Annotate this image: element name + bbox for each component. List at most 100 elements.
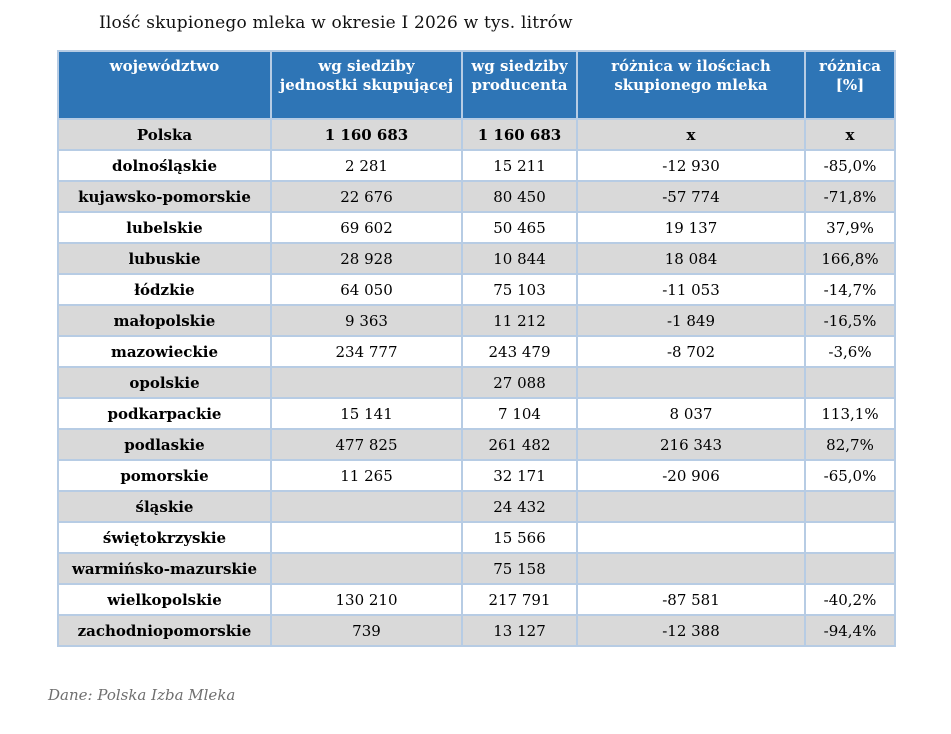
cell-by-purchaser: 22 676	[270, 180, 463, 213]
cell-by-purchaser: 739	[270, 614, 463, 647]
cell-difference	[576, 366, 806, 399]
cell-by-producer: 75 103	[461, 273, 578, 306]
cell-region: Polska	[57, 118, 272, 151]
table-row: małopolskie 9 363 11 212 -1 849 -16,5%	[57, 304, 896, 337]
cell-by-purchaser: 2 281	[270, 149, 463, 182]
cell-difference-pct: -3,6%	[804, 335, 896, 368]
table-row: lubelskie 69 602 50 465 19 137 37,9%	[57, 211, 896, 244]
cell-by-purchaser: 15 141	[270, 397, 463, 430]
cell-region: warmińsko-mazurskie	[57, 552, 272, 585]
col-header-by-purchaser-line2: jednostki skupującej	[279, 75, 454, 94]
cell-by-purchaser	[270, 521, 463, 554]
cell-difference-pct: 166,8%	[804, 242, 896, 275]
table-row: kujawsko-pomorskie 22 676 80 450 -57 774…	[57, 180, 896, 213]
cell-difference: -87 581	[576, 583, 806, 616]
cell-difference	[576, 521, 806, 554]
cell-by-producer: 15 211	[461, 149, 578, 182]
table-row: łódzkie 64 050 75 103 -11 053 -14,7%	[57, 273, 896, 306]
cell-region: opolskie	[57, 366, 272, 399]
milk-purchase-table: województwo wg siedziby jednostki skupuj…	[57, 50, 896, 647]
cell-by-producer: 11 212	[461, 304, 578, 337]
cell-difference-pct: 113,1%	[804, 397, 896, 430]
cell-by-producer: 217 791	[461, 583, 578, 616]
cell-by-producer: 15 566	[461, 521, 578, 554]
cell-region: pomorskie	[57, 459, 272, 492]
cell-by-purchaser: 9 363	[270, 304, 463, 337]
col-header-difference-pct-line2: [%]	[835, 75, 865, 94]
col-header-difference: różnica w ilościach skupionego mleka	[576, 50, 806, 120]
cell-region: lubelskie	[57, 211, 272, 244]
cell-region: świętokrzyskie	[57, 521, 272, 554]
cell-region: dolnośląskie	[57, 149, 272, 182]
cell-by-purchaser: 11 265	[270, 459, 463, 492]
cell-difference-pct	[804, 521, 896, 554]
col-header-difference-pct: różnica [%]	[804, 50, 896, 120]
cell-region: wielkopolskie	[57, 583, 272, 616]
col-header-region: województwo	[57, 50, 272, 120]
cell-region: mazowieckie	[57, 335, 272, 368]
table-row: warmińsko-mazurskie 75 158	[57, 552, 896, 585]
cell-difference	[576, 490, 806, 523]
col-header-by-purchaser: wg siedziby jednostki skupującej	[270, 50, 463, 120]
col-header-region-line1: województwo	[109, 57, 220, 75]
table-row: śląskie 24 432	[57, 490, 896, 523]
page-title: Ilość skupionego mleka w okresie I 2026 …	[99, 13, 573, 33]
cell-by-purchaser	[270, 490, 463, 523]
cell-by-purchaser: 477 825	[270, 428, 463, 461]
col-header-difference-line2: skupionego mleka	[614, 75, 768, 94]
cell-by-producer: 75 158	[461, 552, 578, 585]
cell-difference-pct: -71,8%	[804, 180, 896, 213]
cell-region: małopolskie	[57, 304, 272, 337]
cell-difference: -1 849	[576, 304, 806, 337]
cell-by-producer: 1 160 683	[461, 118, 578, 151]
cell-region: łódzkie	[57, 273, 272, 306]
cell-difference: -8 702	[576, 335, 806, 368]
cell-by-producer: 7 104	[461, 397, 578, 430]
cell-by-producer: 261 482	[461, 428, 578, 461]
cell-by-purchaser: 69 602	[270, 211, 463, 244]
cell-difference: 19 137	[576, 211, 806, 244]
cell-by-purchaser: 1 160 683	[270, 118, 463, 151]
header-row: województwo wg siedziby jednostki skupuj…	[57, 50, 896, 120]
cell-by-producer: 32 171	[461, 459, 578, 492]
cell-by-producer: 27 088	[461, 366, 578, 399]
cell-difference-pct: -65,0%	[804, 459, 896, 492]
cell-by-producer: 24 432	[461, 490, 578, 523]
cell-by-producer: 13 127	[461, 614, 578, 647]
cell-difference: 8 037	[576, 397, 806, 430]
col-header-by-producer-line1: wg siedziby	[471, 57, 568, 75]
cell-difference-pct: -14,7%	[804, 273, 896, 306]
cell-region: lubuskie	[57, 242, 272, 275]
cell-by-purchaser	[270, 366, 463, 399]
cell-by-purchaser	[270, 552, 463, 585]
table-body: Polska 1 160 683 1 160 683 x x dolnośląs…	[57, 118, 896, 647]
cell-by-purchaser: 130 210	[270, 583, 463, 616]
table-row: opolskie 27 088	[57, 366, 896, 399]
table-row: wielkopolskie 130 210 217 791 -87 581 -4…	[57, 583, 896, 616]
cell-difference: x	[576, 118, 806, 151]
table-row-polska: Polska 1 160 683 1 160 683 x x	[57, 118, 896, 151]
col-header-difference-pct-line1: różnica	[819, 57, 881, 75]
cell-region: zachodniopomorskie	[57, 614, 272, 647]
cell-region: podkarpackie	[57, 397, 272, 430]
cell-by-producer: 50 465	[461, 211, 578, 244]
col-header-by-producer: wg siedziby producenta	[461, 50, 578, 120]
cell-difference-pct: -16,5%	[804, 304, 896, 337]
cell-difference-pct: x	[804, 118, 896, 151]
col-header-difference-line1: różnica w ilościach	[611, 57, 771, 75]
cell-difference: 18 084	[576, 242, 806, 275]
cell-difference-pct: -40,2%	[804, 583, 896, 616]
cell-difference-pct	[804, 552, 896, 585]
cell-by-purchaser: 234 777	[270, 335, 463, 368]
cell-difference-pct: 82,7%	[804, 428, 896, 461]
table-row: mazowieckie 234 777 243 479 -8 702 -3,6%	[57, 335, 896, 368]
source-note: Dane: Polska Izba Mleka	[48, 686, 236, 704]
cell-by-purchaser: 64 050	[270, 273, 463, 306]
cell-difference: -12 930	[576, 149, 806, 182]
cell-by-producer: 243 479	[461, 335, 578, 368]
table-row: zachodniopomorskie 739 13 127 -12 388 -9…	[57, 614, 896, 647]
col-header-by-producer-line2: producenta	[471, 75, 568, 94]
cell-by-producer: 10 844	[461, 242, 578, 275]
table-row: podlaskie 477 825 261 482 216 343 82,7%	[57, 428, 896, 461]
